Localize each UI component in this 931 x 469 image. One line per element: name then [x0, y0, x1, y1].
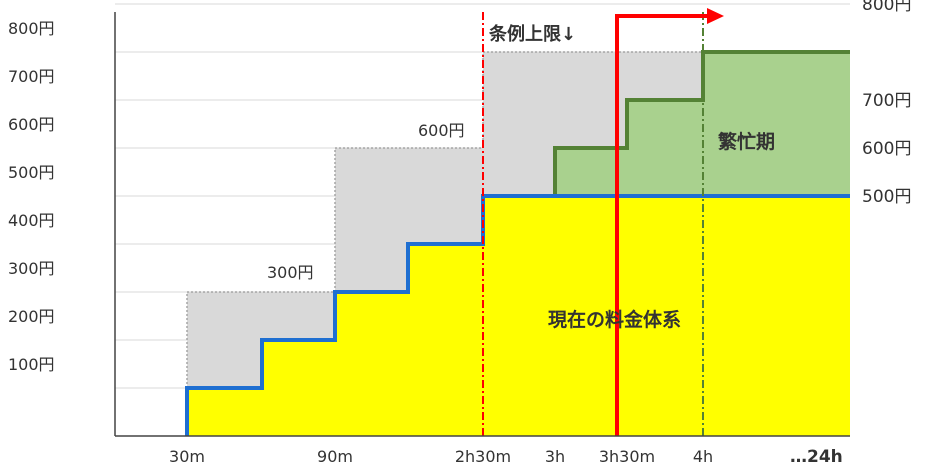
red-arrow-line	[615, 14, 710, 436]
right-price-label: 700円	[862, 91, 911, 111]
y-tick-label: 200円	[8, 307, 55, 326]
y-tick-label: 300円	[8, 259, 55, 278]
ordinance-limit-label: 条例上限↓	[488, 23, 576, 45]
y-tick-label: 600円	[8, 115, 55, 134]
right-price-label: 600円	[862, 139, 911, 159]
y-tick-label: 500円	[8, 163, 55, 182]
y-tick-labels: 100円 200円 300円 400円 500円 600円 700円 800円	[8, 19, 55, 374]
right-price-label: 800円	[862, 0, 911, 15]
current-fee-area	[187, 196, 850, 436]
x-tick-label: 2h30m	[455, 447, 511, 466]
x-tick-label: 90m	[317, 447, 353, 466]
annotation-300: 300円	[267, 263, 314, 282]
right-price-labels: 800円 700円 600円 500円	[862, 0, 911, 207]
y-tick-label: 700円	[8, 67, 55, 86]
y-tick-label: 400円	[8, 211, 55, 230]
x-tick-label-end: …24h	[790, 447, 843, 467]
x-tick-label: 30m	[169, 447, 205, 466]
x-tick-label: 4h	[693, 447, 713, 466]
right-price-label: 500円	[862, 187, 911, 207]
axes	[114, 12, 850, 437]
x-tick-label: 3h30m	[599, 447, 655, 466]
annotation-600: 600円	[418, 121, 465, 140]
x-tick-labels: 30m 90m 2h30m 3h 3h30m 4h …24h	[169, 447, 843, 467]
reference-lines: 条例上限↓	[482, 8, 724, 436]
current-fee-region-label: 現在の料金体系	[548, 308, 681, 331]
red-arrowhead	[707, 8, 724, 24]
x-tick-label: 3h	[545, 447, 565, 466]
y-tick-label: 100円	[8, 355, 55, 374]
busy-region-label: 繁忙期	[718, 130, 775, 153]
y-tick-label: 800円	[8, 19, 55, 38]
